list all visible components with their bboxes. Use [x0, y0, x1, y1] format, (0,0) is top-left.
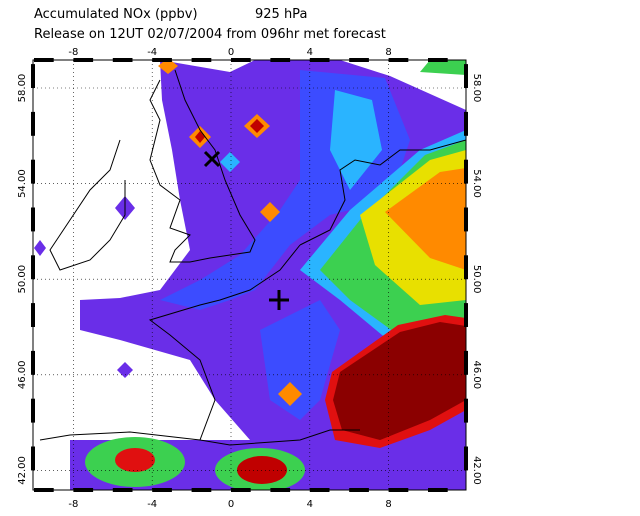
border-segment	[73, 58, 94, 62]
border-segment	[31, 111, 35, 136]
border-segment	[31, 207, 35, 232]
lat-tick-label: 42.00	[471, 456, 482, 485]
hotspot	[117, 362, 133, 378]
border-segment	[464, 111, 468, 136]
lat-tick-label: 54.00	[17, 169, 28, 198]
border-segment	[464, 207, 468, 232]
border-segment	[349, 488, 369, 492]
border-segment	[31, 350, 35, 375]
border-segment	[464, 159, 468, 184]
border-segment	[31, 64, 35, 88]
lat-tick-label: 42.00	[17, 456, 28, 485]
lat-tick-label: 50.00	[17, 265, 28, 294]
lon-tick-label: 4	[307, 499, 313, 510]
border-segment	[309, 488, 330, 492]
lat-tick-label: 50.00	[471, 265, 482, 294]
coastline	[299, 139, 466, 246]
lon-tick-label: 4	[307, 47, 313, 58]
lon-tick-label: -4	[147, 47, 157, 58]
border-segment	[464, 303, 468, 327]
border-segment	[464, 398, 468, 423]
border-segment	[152, 58, 172, 62]
border-segment	[428, 58, 448, 62]
contour-orange	[385, 168, 466, 270]
lat-tick-label: 58.00	[471, 74, 482, 103]
lat-tick-label: 46.00	[471, 360, 482, 389]
border-segment	[231, 58, 251, 62]
border-segment	[270, 58, 291, 62]
border-segment	[34, 58, 54, 62]
hotspot	[34, 240, 46, 256]
border-segment	[73, 488, 94, 492]
hotspot	[115, 448, 155, 472]
border-segment	[388, 488, 409, 492]
border-segment	[31, 303, 35, 327]
hotspot	[158, 60, 178, 74]
border-segment	[464, 255, 468, 280]
subtitle: Release on 12UT 02/07/2004 from 096hr me…	[34, 27, 386, 42]
border-segment	[464, 446, 468, 471]
release-markers	[203, 150, 289, 310]
field	[34, 60, 466, 490]
lon-tick-label: 8	[385, 499, 391, 510]
border-segment	[191, 488, 212, 492]
lon-tick-label: -8	[68, 47, 78, 58]
level: 925 hPa	[255, 7, 307, 22]
lon-tick-label: 0	[228, 499, 234, 510]
hotspot	[260, 202, 280, 222]
lat-tick-label: 54.00	[471, 169, 482, 198]
release-cross	[203, 150, 221, 168]
border-segment	[349, 58, 369, 62]
hotspot	[220, 152, 240, 172]
hotspot	[278, 382, 302, 406]
lat-tick-label: 58.00	[17, 74, 28, 103]
border-segment	[31, 255, 35, 280]
lon-tick-label: 0	[228, 47, 234, 58]
contour-blue	[260, 300, 340, 420]
border-segment	[152, 488, 172, 492]
hotspot	[420, 60, 466, 75]
border-segment	[231, 488, 251, 492]
border-segment	[428, 488, 448, 492]
border-segment	[388, 58, 409, 62]
border-segment	[270, 488, 291, 492]
border-segment	[31, 159, 35, 184]
contour-darkred	[333, 322, 466, 440]
lat-tick-label: 46.00	[17, 360, 28, 389]
hotspot	[250, 119, 264, 133]
border-segment	[191, 58, 212, 62]
contour-cyan	[330, 90, 382, 190]
border-segment	[112, 58, 133, 62]
lon-tick-label: -4	[147, 499, 157, 510]
title: Accumulated NOx (ppbv)	[34, 7, 198, 22]
border-segment	[309, 58, 330, 62]
coastline	[148, 244, 360, 446]
border-segment	[31, 398, 35, 423]
border-segment	[34, 488, 54, 492]
coastline	[149, 69, 256, 263]
lon-tick-label: -8	[68, 499, 78, 510]
coastline	[49, 139, 126, 271]
release-plus	[269, 290, 289, 310]
border-segment	[112, 488, 133, 492]
coastline	[39, 431, 201, 441]
border-segment	[31, 446, 35, 471]
border-segment	[464, 350, 468, 375]
hotspot	[237, 456, 287, 484]
lon-tick-label: 8	[385, 47, 391, 58]
border-segment	[464, 64, 468, 88]
